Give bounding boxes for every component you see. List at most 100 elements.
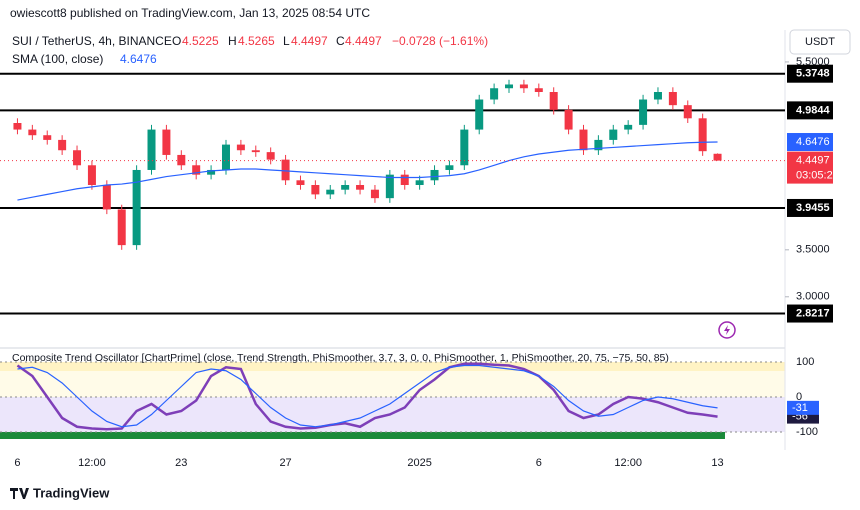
x-tick-label: 6	[536, 457, 542, 469]
candle-body	[87, 165, 96, 185]
footer-brand: TradingView	[33, 485, 110, 500]
candle-body	[102, 185, 111, 210]
candle-body	[475, 99, 484, 130]
candle-body	[549, 92, 558, 110]
candle-body	[311, 185, 320, 195]
flash-icon	[718, 321, 736, 339]
symbol: SUI / TetherUS, 4h, BINANCE	[12, 34, 172, 48]
candle-body	[341, 185, 350, 190]
x-tick-label: 12:00	[614, 457, 642, 469]
candle-body	[266, 152, 275, 160]
y-tick-label: 3.0000	[796, 291, 830, 303]
candle-body	[43, 135, 52, 140]
publisher: owiescott8 published on TradingView.com,…	[10, 6, 370, 20]
sma-label: 4.6476	[796, 136, 830, 148]
candle-body	[415, 180, 424, 185]
osc-value-box	[787, 400, 819, 415]
candle-body	[505, 84, 514, 89]
candle-body	[519, 84, 528, 89]
sma-line	[17, 141, 718, 201]
candle-body	[326, 189, 335, 195]
open: 4.5225	[182, 34, 219, 48]
oversold-band	[0, 432, 725, 439]
candle-body	[460, 129, 469, 166]
x-tick-label: 13	[711, 457, 723, 469]
level-label: 4.9844	[796, 104, 831, 116]
level-box	[787, 304, 833, 323]
ohl-c: C	[336, 34, 345, 48]
candle-body	[177, 154, 186, 166]
ohl-o: O	[172, 34, 181, 48]
level-box	[787, 198, 833, 217]
candle-body	[713, 153, 722, 161]
high: 4.5265	[238, 34, 275, 48]
level-label: 2.8217	[796, 307, 830, 319]
candle-body	[147, 129, 156, 170]
candle-body	[132, 169, 141, 246]
y-tick-label: 3.5000	[796, 244, 830, 256]
price-box	[787, 151, 833, 184]
candle-body	[534, 88, 543, 92]
y-tick-label: 100	[796, 356, 814, 368]
level-box	[787, 64, 833, 83]
upper-zone	[0, 371, 785, 397]
currency-button[interactable]	[789, 29, 851, 55]
sma-title: SMA (100, close)	[12, 52, 103, 66]
candle-body	[385, 174, 394, 199]
candle-body	[668, 92, 677, 106]
candle-body	[73, 150, 82, 166]
candle-body	[683, 105, 692, 119]
candle-body	[28, 129, 37, 136]
candle-body	[221, 144, 230, 170]
candle-body	[430, 169, 439, 181]
candle-body	[653, 92, 662, 100]
tv-logo	[10, 488, 29, 499]
candle-body	[609, 129, 618, 140]
osc-line	[16, 362, 718, 431]
candle-body	[207, 169, 216, 175]
candle-body	[564, 109, 573, 130]
candle-body	[624, 124, 633, 130]
countdown: 03:05:29	[796, 170, 839, 182]
osc-line	[17, 364, 718, 428]
candle-body	[251, 150, 260, 153]
low: 4.4497	[291, 34, 328, 48]
level-label: 5.3748	[796, 68, 830, 80]
level-box	[787, 101, 833, 120]
x-tick-label: 27	[279, 457, 291, 469]
candle-body	[356, 185, 365, 190]
candle-body	[117, 209, 126, 246]
osc-value-label: -31	[792, 402, 808, 414]
sma-box	[787, 133, 833, 152]
currency[interactable]: USDT	[805, 36, 835, 48]
x-tick-label: 23	[175, 457, 187, 469]
candle-body	[490, 88, 499, 100]
candle-body	[370, 189, 379, 199]
ohl-h: H	[228, 34, 237, 48]
candle-body	[579, 129, 588, 151]
price-label: 4.4497	[796, 155, 830, 167]
candle-body	[698, 118, 707, 152]
overbought-band	[0, 362, 785, 371]
candle-body	[13, 123, 22, 130]
close: 4.4497	[345, 34, 382, 48]
x-tick-label: 12:00	[78, 457, 106, 469]
y-tick-label: -100	[796, 426, 818, 438]
x-tick-label: 2025	[407, 457, 431, 469]
candle-body	[296, 180, 305, 185]
ohl-l: L	[283, 34, 290, 48]
osc-title: Composite Trend Oscillator [ChartPrime] …	[12, 352, 669, 364]
candle-body	[58, 139, 67, 151]
candle-body	[281, 159, 290, 181]
sma-value: 4.6476	[120, 52, 157, 66]
candle-body	[639, 99, 648, 125]
y-tick-label: 0	[796, 391, 802, 403]
candle-body	[192, 165, 201, 175]
candle-body	[236, 144, 245, 151]
candle-body	[400, 174, 409, 185]
x-tick-label: 6	[14, 457, 20, 469]
candle-body	[162, 129, 171, 155]
change: −0.0728 (−1.61%)	[392, 34, 488, 48]
